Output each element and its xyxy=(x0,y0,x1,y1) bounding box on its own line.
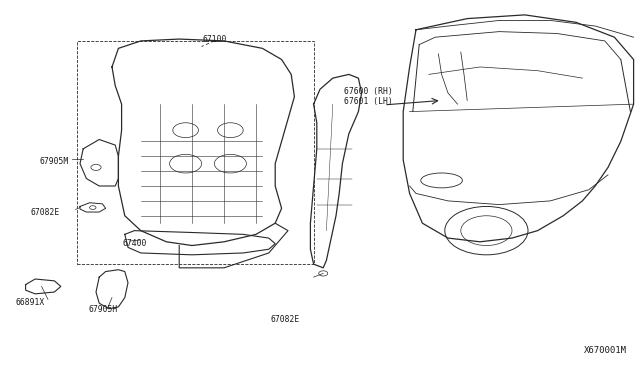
Text: 67082E: 67082E xyxy=(31,208,60,217)
Text: 67100: 67100 xyxy=(202,35,227,44)
Text: X670001M: X670001M xyxy=(584,346,627,355)
Text: 67082E: 67082E xyxy=(270,315,300,324)
Text: 66891X: 66891X xyxy=(16,298,45,307)
Text: 67400: 67400 xyxy=(123,239,147,248)
Text: 67600 (RH)
67601 (LH): 67600 (RH) 67601 (LH) xyxy=(344,87,392,106)
Text: 67905M: 67905M xyxy=(40,157,69,166)
Text: 67905H: 67905H xyxy=(88,305,118,314)
